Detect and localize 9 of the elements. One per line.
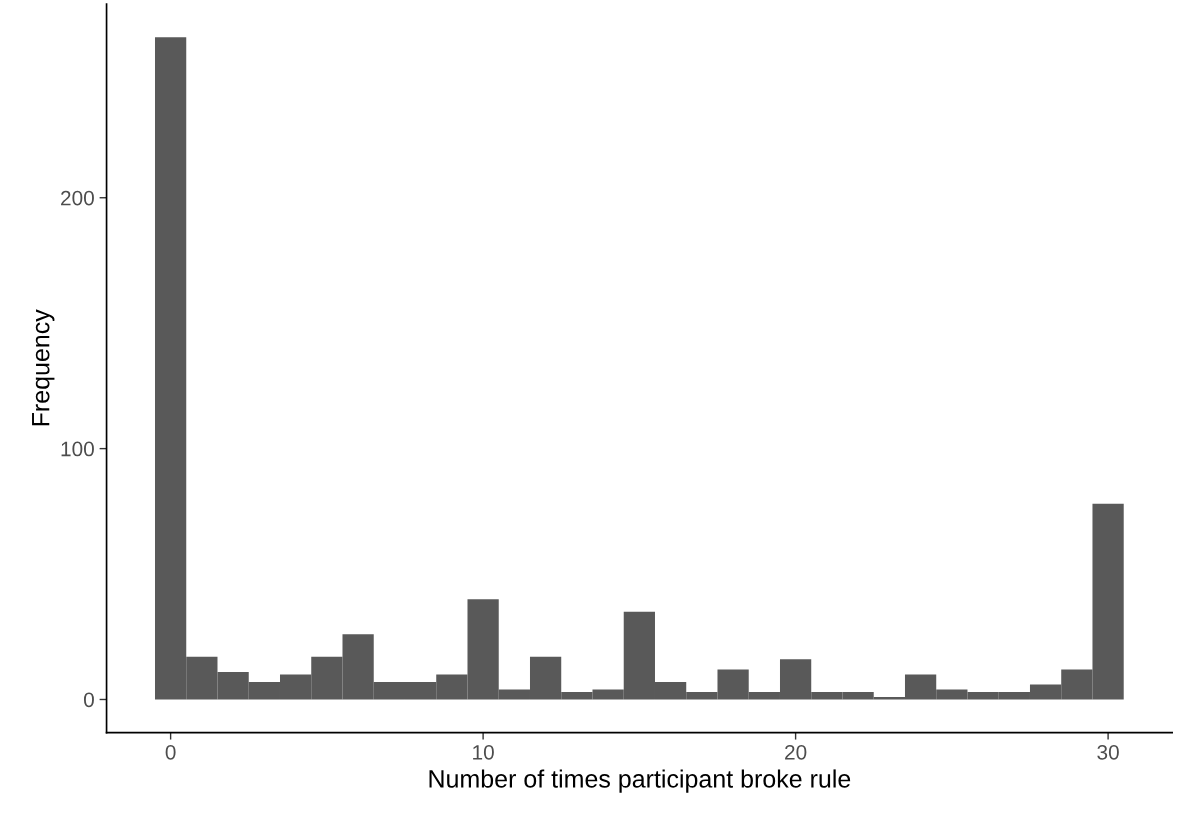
y-axis-title: Frequency <box>32 309 55 426</box>
y-tick-label: 0 <box>83 692 94 708</box>
y-tick-label: 200 <box>61 190 94 206</box>
x-tick-label: 0 <box>165 744 176 760</box>
x-tick-label: 20 <box>785 744 807 760</box>
x-tick-label: 30 <box>1097 744 1119 760</box>
x-tick-label: 10 <box>473 744 494 760</box>
x-axis-title: Number of times participant broke rule <box>429 769 851 793</box>
y-tick-label: 100 <box>61 441 94 457</box>
